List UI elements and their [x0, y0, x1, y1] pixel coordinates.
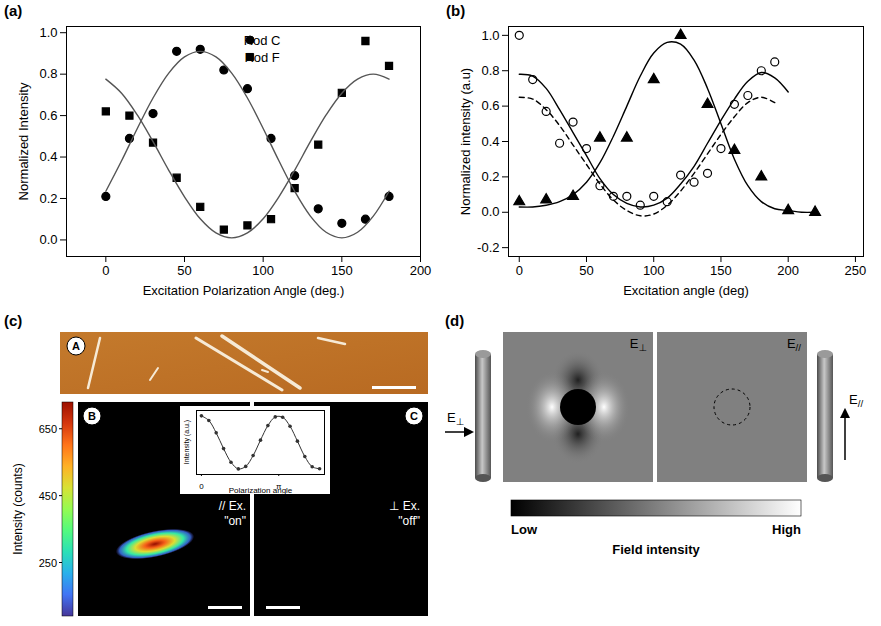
- svg-text:0: 0: [102, 263, 109, 278]
- svg-text:250: 250: [845, 263, 867, 278]
- svg-text:Rod C: Rod C: [244, 33, 281, 48]
- svg-text:150: 150: [710, 263, 732, 278]
- svg-text:1.0: 1.0: [481, 28, 499, 43]
- svg-text:0.0: 0.0: [39, 232, 57, 247]
- svg-text:// Ex.: // Ex.: [219, 499, 246, 513]
- svg-text:0.2: 0.2: [481, 169, 499, 184]
- svg-text:Normalized intensity (a.u): Normalized intensity (a.u): [458, 68, 473, 215]
- svg-text:1.0: 1.0: [39, 25, 57, 40]
- svg-text:0.6: 0.6: [481, 98, 499, 113]
- svg-text:Low: Low: [511, 522, 538, 537]
- svg-text:0.0: 0.0: [481, 204, 499, 219]
- svg-text:0: 0: [199, 482, 204, 491]
- svg-text:Rod F: Rod F: [244, 50, 279, 65]
- svg-text:B: B: [88, 410, 96, 422]
- svg-text:250: 250: [39, 557, 57, 569]
- svg-text:0: 0: [516, 263, 523, 278]
- svg-text:E⊥: E⊥: [630, 336, 647, 353]
- svg-text:High: High: [772, 522, 801, 537]
- svg-text:"off": "off": [398, 514, 420, 528]
- svg-text:200: 200: [777, 263, 799, 278]
- svg-text:-0.2: -0.2: [477, 240, 499, 255]
- svg-text:(d): (d): [445, 312, 464, 329]
- svg-text:0.4: 0.4: [481, 134, 499, 149]
- svg-text:E//: E//: [787, 336, 801, 353]
- svg-text:0.8: 0.8: [481, 63, 499, 78]
- svg-text:Normalized Intensity: Normalized Intensity: [16, 82, 31, 200]
- svg-text:50: 50: [579, 263, 593, 278]
- svg-text:Intensity (a.u.): Intensity (a.u.): [183, 420, 191, 464]
- svg-text:0.6: 0.6: [39, 108, 57, 123]
- svg-text:0.8: 0.8: [39, 66, 57, 81]
- svg-text:100: 100: [643, 263, 665, 278]
- svg-text:Excitation angle (deg): Excitation angle (deg): [623, 283, 749, 298]
- svg-text:A: A: [72, 340, 80, 352]
- svg-text:100: 100: [252, 263, 274, 278]
- svg-text:200: 200: [410, 263, 432, 278]
- svg-text:650: 650: [39, 423, 57, 435]
- svg-text:Excitation Polarization Angle: Excitation Polarization Angle (deg.): [143, 283, 345, 298]
- svg-text:150: 150: [331, 263, 353, 278]
- svg-text:0.4: 0.4: [39, 149, 57, 164]
- svg-text:450: 450: [39, 490, 57, 502]
- svg-text:Intensity (counts): Intensity (counts): [11, 463, 25, 554]
- svg-text:⊥ Ex.: ⊥ Ex.: [389, 499, 420, 513]
- svg-text:"on": "on": [224, 514, 246, 528]
- html-text:(b): (b): [446, 2, 466, 19]
- svg-text:E//: E//: [849, 392, 863, 409]
- svg-text:C: C: [410, 410, 418, 422]
- svg-text:Field intensity: Field intensity: [612, 542, 700, 557]
- svg-text:0.2: 0.2: [39, 191, 57, 206]
- svg-text:Polarization angle: Polarization angle: [229, 486, 293, 495]
- svg-text:(c): (c): [4, 312, 22, 329]
- svg-text:E⊥: E⊥: [447, 410, 464, 427]
- svg-text:50: 50: [177, 263, 191, 278]
- html-text:(a): (a): [4, 2, 23, 19]
